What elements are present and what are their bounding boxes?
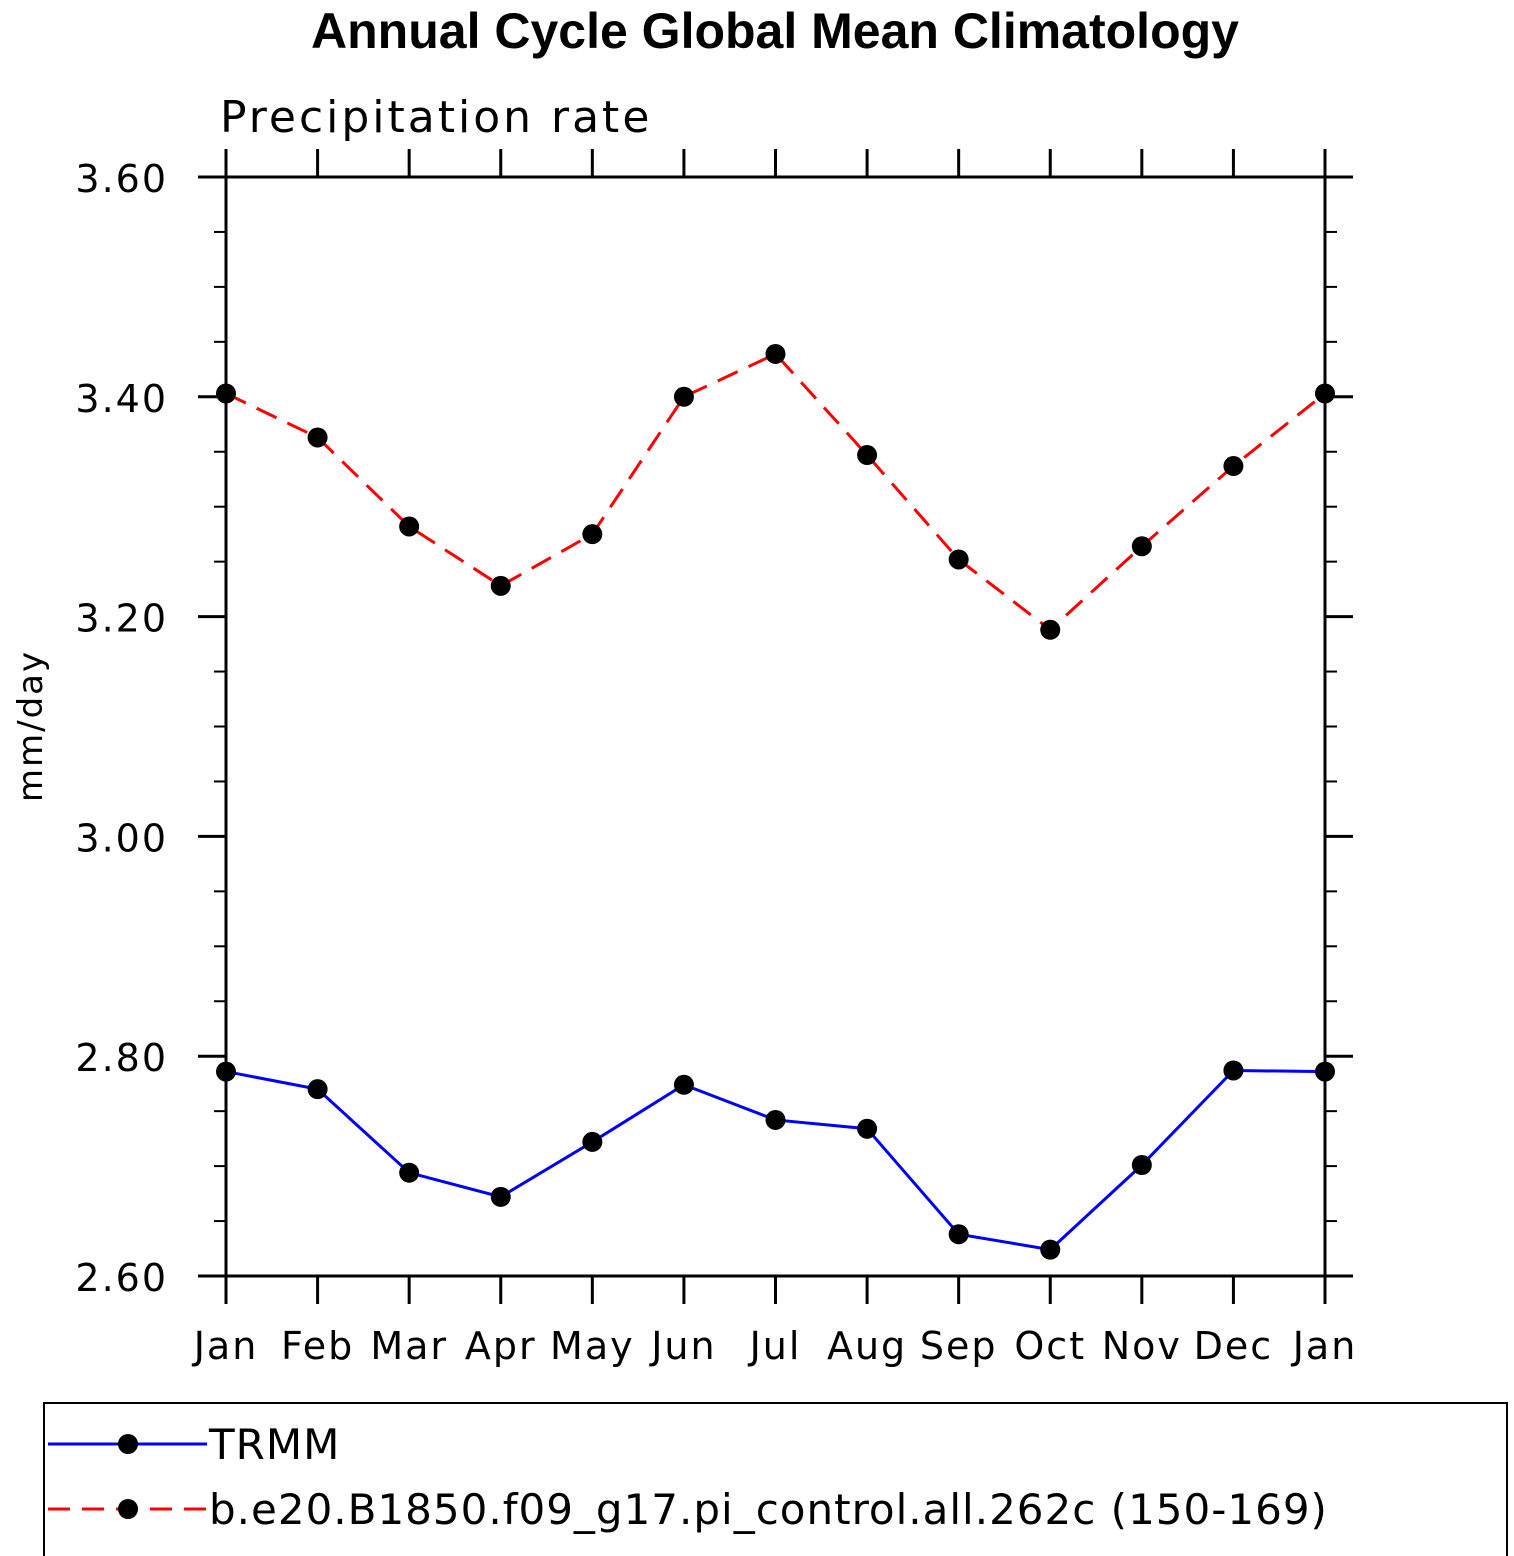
legend-marker-1: [118, 1499, 138, 1519]
x-tick-label: Dec: [1194, 1324, 1274, 1368]
axes-group: 3.60 3.40 3.20 3.00 2.80 2.60 Jan Feb Mar Apr May J…: [75, 149, 1358, 1368]
data-point: [1131, 536, 1152, 557]
x-tick-label: Sep: [920, 1324, 998, 1368]
x-tick-label: Feb: [281, 1324, 354, 1368]
series-group: [216, 343, 1335, 1260]
data-point: [1131, 1155, 1152, 1176]
legend-marker-0: [118, 1434, 138, 1454]
y-tick-label: 2.80: [75, 1036, 168, 1080]
y-tick-label: 3.20: [75, 597, 168, 641]
legend: TRMM b.e20.B1850.f09_g17.pi_control.all.2…: [48, 1420, 1328, 1534]
series-line-1: [225, 352, 1326, 632]
legend-box: [43, 1402, 1508, 1556]
data-point: [1223, 456, 1244, 477]
data-point: [490, 1186, 511, 1207]
y-tick-label: 3.40: [75, 377, 168, 421]
data-point: [1315, 1061, 1335, 1082]
x-tick-label: Mar: [370, 1324, 448, 1368]
data-point: [673, 386, 694, 407]
data-point: [1315, 383, 1335, 404]
x-tick-label: Jan: [192, 1324, 259, 1368]
data-point: [399, 1162, 420, 1183]
data-point: [216, 383, 236, 404]
data-point: [1040, 619, 1061, 640]
data-point: [857, 1118, 878, 1139]
data-point: [765, 343, 786, 364]
x-tick-label: Jun: [649, 1324, 716, 1368]
data-point: [857, 445, 878, 466]
data-point: [948, 1224, 969, 1245]
data-point: [216, 1061, 236, 1082]
x-tick-label: May: [550, 1324, 635, 1368]
data-point: [948, 549, 969, 570]
y-tick-label: 3.00: [75, 816, 168, 860]
y-axis-label: mm/day: [11, 650, 51, 802]
x-tick-label: Apr: [465, 1324, 537, 1368]
legend-label-1: b.e20.B1850.f09_g17.pi_control.all.262c …: [209, 1485, 1328, 1534]
x-tick-label: Jan: [1291, 1324, 1358, 1368]
data-point: [307, 1079, 328, 1100]
data-point: [765, 1109, 786, 1130]
data-point: [490, 575, 511, 596]
y-tick-label: 2.60: [75, 1256, 168, 1300]
data-point: [399, 516, 420, 537]
chart-subtitle: Precipitation rate: [220, 92, 652, 143]
data-point: [307, 427, 328, 448]
x-tick-label: Aug: [827, 1324, 907, 1368]
data-point: [1223, 1060, 1244, 1081]
chart-title: Annual Cycle Global Mean Climatology: [311, 3, 1239, 59]
series-line-0: [225, 1068, 1326, 1252]
y-tick-label: 3.60: [75, 157, 168, 201]
x-tick-label: Jul: [748, 1324, 802, 1368]
data-point: [673, 1074, 694, 1095]
x-tick-label: Nov: [1102, 1324, 1182, 1368]
data-point: [582, 1131, 603, 1152]
data-point: [582, 524, 603, 545]
data-point: [1040, 1239, 1061, 1260]
x-tick-label: Oct: [1014, 1324, 1086, 1368]
legend-label-0: TRMM: [208, 1420, 340, 1469]
